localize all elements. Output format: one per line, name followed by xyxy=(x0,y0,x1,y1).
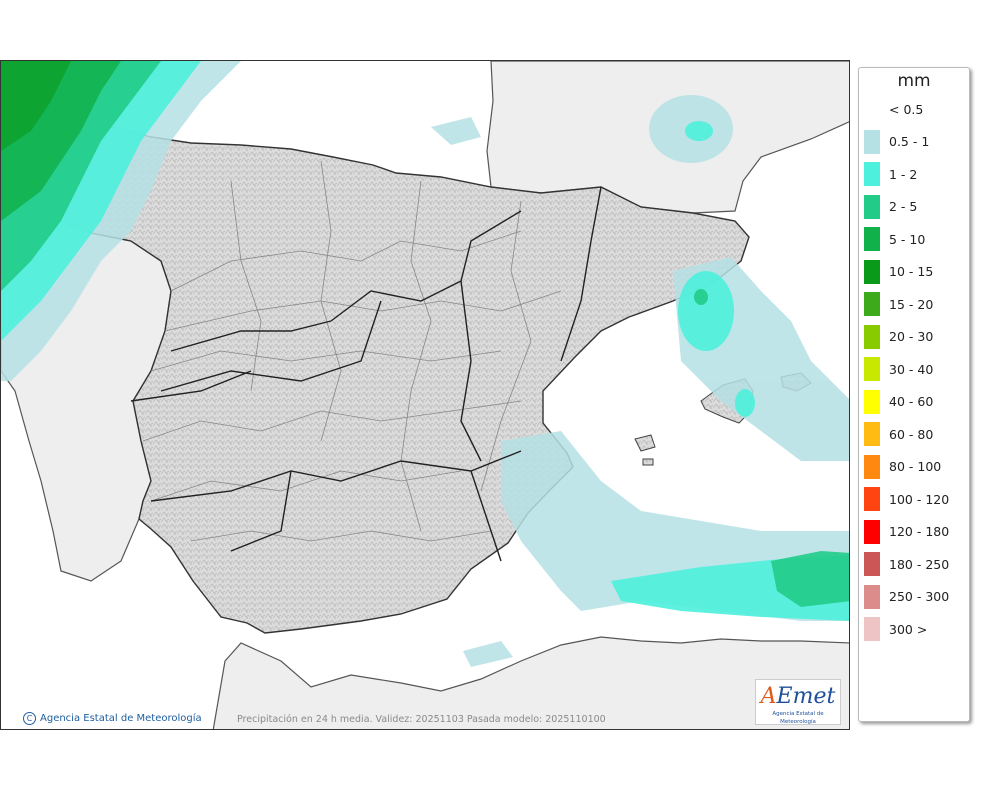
legend-label: 40 - 60 xyxy=(889,394,934,409)
legend-item: 40 - 60 xyxy=(864,389,934,414)
legend-item: 5 - 10 xyxy=(864,227,925,251)
legend-item: 300 > xyxy=(864,617,927,641)
legend-label: 30 - 40 xyxy=(889,361,934,377)
legend-item: 15 - 20 xyxy=(864,292,933,316)
legend-label: < 0.5 xyxy=(889,101,924,117)
surrounding-land xyxy=(1,61,849,729)
legend-label: 15 - 20 xyxy=(889,296,934,312)
copyright-notice: C Agencia Estatal de Meteorología xyxy=(23,712,202,725)
copyright-icon: C xyxy=(23,712,36,725)
legend-swatch xyxy=(864,552,880,576)
legend-swatch xyxy=(864,292,880,316)
precipitation-legend: mm < 0.5 0.5 - 1 1 - 2 2 - 5 5 - 10 10 - 15 15… xyxy=(858,67,970,722)
legend-swatch xyxy=(864,487,880,511)
logo-subtitle: Agencia Estatal de Meteorología xyxy=(772,711,824,725)
legend-label: 2 - 5 xyxy=(889,199,918,214)
precip-10-15 xyxy=(1,61,71,151)
legend-swatch xyxy=(864,227,880,251)
aemet-logo: AEmet Agencia Estatal de Meteorología xyxy=(755,679,841,725)
legend-item: 80 - 100 xyxy=(864,454,942,479)
legend-item: 10 - 15 xyxy=(864,259,934,284)
legend-label: 100 - 120 xyxy=(889,491,950,507)
legend-label: 60 - 80 xyxy=(889,426,934,442)
legend-item: 180 - 250 xyxy=(864,552,949,576)
legend-swatch xyxy=(864,422,880,446)
legend-item: 120 - 180 xyxy=(864,519,950,544)
region-boundaries xyxy=(130,186,602,562)
legend-label: 10 - 15 xyxy=(889,264,934,279)
legend-item: < 0.5 xyxy=(864,97,923,121)
map-canvas xyxy=(1,61,849,729)
legend-swatch xyxy=(864,324,880,349)
legend-label: 80 - 100 xyxy=(889,459,942,474)
legend-label: 180 - 250 xyxy=(889,556,950,572)
legend-swatch xyxy=(864,357,880,381)
legend-item: 0.5 - 1 xyxy=(864,129,930,154)
logo-wordmark: AEmet xyxy=(760,684,836,709)
legend-item: 2 - 5 xyxy=(864,194,918,219)
legend-swatch xyxy=(864,194,880,219)
legend-item: 20 - 30 xyxy=(864,324,934,349)
legend-item: 30 - 40 xyxy=(864,357,933,381)
legend-item: 60 - 80 xyxy=(864,422,933,446)
precipitation-map: C Agencia Estatal de Meteorología Precip… xyxy=(0,60,850,730)
legend-swatch xyxy=(864,162,880,186)
legend-swatch xyxy=(864,129,880,154)
legend-label: 5 - 10 xyxy=(889,231,926,247)
legend-item: 100 - 120 xyxy=(864,487,949,511)
legend-label: 250 - 300 xyxy=(889,589,950,604)
legend-swatch xyxy=(864,454,880,479)
copyright-text: Agencia Estatal de Meteorología xyxy=(40,713,202,724)
legend-label: 0.5 - 1 xyxy=(889,134,930,149)
legend-label: 1 - 2 xyxy=(889,166,918,182)
legend-label: 300 > xyxy=(889,621,928,637)
legend-swatch xyxy=(864,584,880,609)
legend-unit: mm xyxy=(897,71,931,91)
legend-item: 250 - 300 xyxy=(864,584,950,609)
legend-swatch xyxy=(864,97,880,121)
legend-label: 20 - 30 xyxy=(889,329,934,344)
map-caption: Precipitación en 24 h media. Validez: 20… xyxy=(237,714,606,725)
legend-swatch xyxy=(864,259,880,284)
legend-swatch xyxy=(864,389,880,414)
province-boundaries xyxy=(142,160,562,542)
legend-swatch xyxy=(864,617,880,641)
legend-swatch xyxy=(864,519,880,544)
legend-label: 120 - 180 xyxy=(889,524,950,539)
legend-item: 1 - 2 xyxy=(864,162,917,186)
